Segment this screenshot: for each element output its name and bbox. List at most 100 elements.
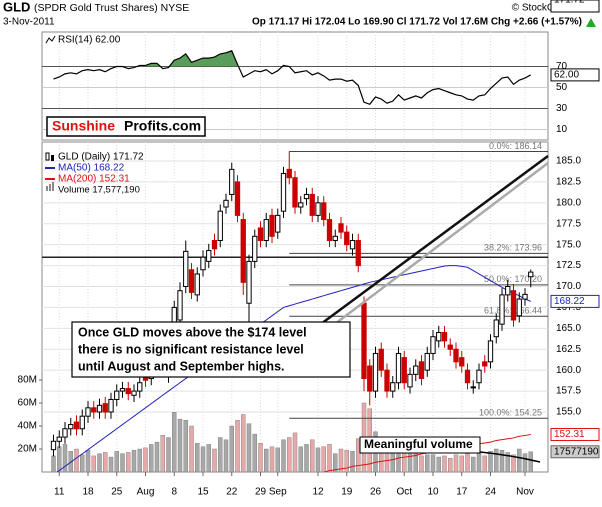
candle-body <box>516 298 522 317</box>
volume-bar <box>344 449 349 473</box>
candle-body <box>418 361 425 380</box>
volume-bar <box>252 433 257 473</box>
x-tick-label: 19 <box>341 487 353 498</box>
candle-body <box>85 407 91 417</box>
volume-bar <box>160 435 165 473</box>
volume-bar <box>476 453 482 473</box>
candle-body <box>177 290 183 321</box>
y-tick-label: 182.5 <box>556 177 581 188</box>
candle-body <box>499 294 505 325</box>
y-tick-label: 175.0 <box>556 239 581 250</box>
volume-bar <box>120 453 125 473</box>
volume-bar <box>304 444 309 473</box>
legend-icon <box>49 184 51 191</box>
volume-bar <box>195 443 200 473</box>
candle-body <box>269 214 275 237</box>
fib-label: 0.0%: 186.14 <box>489 141 542 151</box>
volume-bar <box>62 444 68 473</box>
volume-bar <box>281 439 286 473</box>
volume-bar <box>448 458 453 473</box>
date: 3-Nov-2011 <box>3 17 55 28</box>
legend-entry: GLD (Daily) 171.72 <box>58 152 144 163</box>
rsi-line <box>53 49 532 106</box>
y-tick-label: 157.5 <box>556 386 581 397</box>
x-tick-label: 24 <box>485 487 497 498</box>
candle-body <box>315 202 321 216</box>
candle-body <box>321 202 327 221</box>
volume-tick-label: 80M <box>18 375 37 386</box>
volume-bar <box>218 437 223 473</box>
y-tick-label: 50 <box>556 82 568 93</box>
volume-bar <box>149 444 154 473</box>
y-tick-label: 180.0 <box>556 197 581 208</box>
x-tick-label: 11 <box>54 487 65 498</box>
candle-body <box>303 193 310 200</box>
candle-body <box>280 173 287 212</box>
y-tick-label: 170.0 <box>556 281 581 292</box>
volume-bar <box>292 432 298 473</box>
quote: Op 171.17 Hi 172.04 Lo 169.90 Cl 171.72 … <box>252 17 582 28</box>
candle-body <box>338 223 344 233</box>
y-tick-label: 160.0 <box>556 365 581 376</box>
candle-body <box>395 352 402 384</box>
volume-bar <box>269 446 275 473</box>
note-box <box>71 321 351 378</box>
candle-body <box>355 239 361 267</box>
fib-label: 100.0%: 154.25 <box>479 408 542 418</box>
candle-body <box>114 390 120 400</box>
y-tick-label: 165.0 <box>556 323 581 334</box>
x-tick-label: Nov <box>516 487 534 498</box>
candle-body <box>137 382 143 392</box>
candle-body <box>275 214 281 233</box>
volume-bar <box>494 448 499 473</box>
candle-body <box>102 403 108 413</box>
volume-bar <box>453 454 459 473</box>
volume-bar <box>298 446 303 473</box>
candle-body <box>286 168 292 179</box>
volume-bar <box>206 444 211 473</box>
candle-body <box>188 269 195 293</box>
candle-body <box>436 332 442 342</box>
candle-body <box>263 219 269 241</box>
candle-body <box>50 440 57 451</box>
candle-body <box>73 421 80 430</box>
x-tick-label: 10 <box>427 487 439 498</box>
volume-bar <box>97 453 102 473</box>
volume-bar <box>264 448 269 473</box>
candle-body <box>344 231 350 246</box>
legend-icon <box>46 186 48 191</box>
logo-part2: Profits.com <box>124 118 201 134</box>
fib-label: 50.0%: 170.20 <box>484 274 542 284</box>
candle-body <box>200 256 206 271</box>
volume-bar <box>465 453 470 473</box>
volume-bar <box>425 454 430 473</box>
legend-entry: Volume 17,577,190 <box>58 185 140 196</box>
volume-bar <box>85 449 91 473</box>
candle-body <box>326 219 333 241</box>
x-tick-label: Oct <box>396 487 412 498</box>
candle-body <box>361 302 367 380</box>
fib-label: 38.2%: 173.96 <box>484 243 542 253</box>
candle-body <box>424 352 430 371</box>
candle-body <box>453 348 459 363</box>
volume-bar <box>333 453 338 473</box>
volume-bar <box>419 455 424 473</box>
volume-bar <box>57 446 62 473</box>
volume-bar <box>108 456 114 473</box>
x-tick-label: 15 <box>197 487 209 498</box>
volume-bar <box>482 455 487 473</box>
volume-bar <box>356 438 361 473</box>
up-arrow <box>586 18 596 27</box>
volume-bar <box>103 452 108 473</box>
candle-body <box>464 369 471 384</box>
volume-bar <box>80 454 85 473</box>
volume-bar <box>189 425 194 473</box>
volume-bar <box>166 437 171 473</box>
candle-body <box>234 181 241 216</box>
legend-entry: MA(200) 152.31 <box>58 174 130 185</box>
x-tick-label: 12 <box>312 487 324 498</box>
candle-body <box>430 336 436 354</box>
volume-tick-label: 40M <box>18 421 37 432</box>
